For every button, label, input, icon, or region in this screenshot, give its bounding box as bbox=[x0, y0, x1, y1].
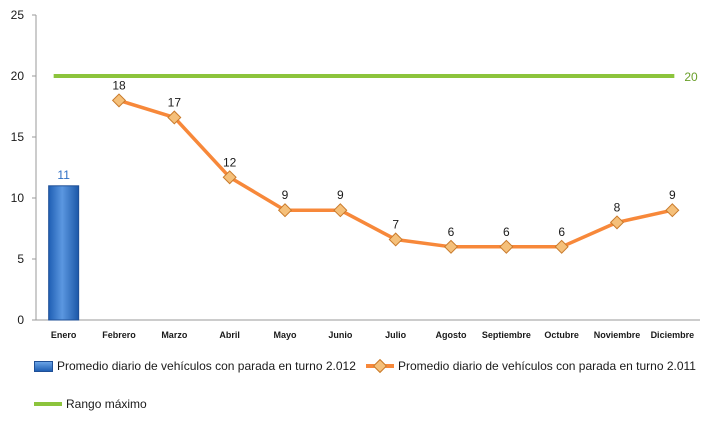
marker-abril bbox=[222, 170, 237, 185]
line-data-label: 6 bbox=[558, 225, 565, 239]
bar-enero bbox=[48, 185, 80, 321]
bar-series bbox=[48, 185, 80, 321]
x-tick-label: Julio bbox=[385, 330, 407, 340]
legend-item-bar-2012: Promedio diario de vehículos con parada … bbox=[34, 359, 356, 373]
line-data-label: 6 bbox=[503, 225, 510, 239]
line-data-label: 9 bbox=[337, 188, 344, 202]
y-tick-label: 10 bbox=[11, 191, 25, 205]
legend-item-max-range: Rango máximo bbox=[34, 397, 147, 411]
marker-noviembre bbox=[609, 215, 625, 230]
line-series bbox=[53, 74, 675, 249]
marker-julio bbox=[388, 232, 403, 247]
x-tick-label: Enero bbox=[51, 330, 77, 340]
data-labels: 11 18 17 12 9 9 7 6 6 6 8 9 20 bbox=[57, 70, 698, 239]
x-tick-label: Septiembre bbox=[482, 330, 531, 340]
legend-swatch-bar-2012 bbox=[34, 360, 53, 372]
x-tick-label: Mayo bbox=[273, 330, 297, 340]
marker-marzo bbox=[167, 110, 182, 125]
x-tick-label: Marzo bbox=[161, 330, 188, 340]
max-range-label: 20 bbox=[684, 70, 698, 84]
bar-data-label: 11 bbox=[57, 168, 70, 182]
legend-swatch-line-2011 bbox=[366, 358, 394, 374]
line-data-label: 7 bbox=[392, 217, 399, 231]
x-tick-label: Abril bbox=[219, 330, 240, 340]
line-markers bbox=[111, 93, 680, 254]
y-axis-ticks: 0 5 10 15 20 25 bbox=[11, 8, 36, 327]
marker-junio bbox=[333, 203, 348, 218]
y-tick-label: 0 bbox=[17, 313, 24, 327]
marker-octubre bbox=[554, 239, 569, 254]
line-data-label: 8 bbox=[614, 200, 621, 214]
legend-swatch-max-range bbox=[34, 402, 62, 406]
marker-agosto bbox=[443, 239, 459, 254]
marker-febrero bbox=[111, 93, 127, 108]
legend-item-line-2011: Promedio diario de vehículos con parada … bbox=[366, 358, 696, 374]
legend-label-bar-2012: Promedio diario de vehículos con parada … bbox=[57, 359, 356, 373]
y-tick-label: 15 bbox=[11, 130, 25, 144]
y-tick-label: 20 bbox=[11, 69, 25, 83]
line-data-label: 6 bbox=[448, 225, 455, 239]
x-tick-label: Febrero bbox=[102, 330, 136, 340]
legend-label-line-2011: Promedio diario de vehículos con parada … bbox=[398, 359, 696, 373]
line-data-label: 12 bbox=[223, 155, 237, 169]
marker-septiembre bbox=[499, 239, 514, 254]
x-tick-label: Junio bbox=[328, 330, 353, 340]
x-tick-label: Noviembre bbox=[594, 330, 641, 340]
x-tick-label: Octubre bbox=[544, 330, 579, 340]
y-tick-label: 5 bbox=[17, 252, 24, 266]
line-data-label: 17 bbox=[168, 95, 182, 109]
marker-diciembre bbox=[665, 203, 680, 218]
x-tick-label: Agosto bbox=[436, 330, 467, 340]
y-tick-label: 25 bbox=[11, 8, 25, 22]
legend-label-max-range: Rango máximo bbox=[66, 397, 147, 411]
x-tick-label: Diciembre bbox=[651, 330, 695, 340]
line-data-label: 9 bbox=[669, 188, 676, 202]
x-axis-category-labels: Enero Febrero Marzo Abril Mayo Junio Julio Agos… bbox=[51, 330, 694, 340]
line-data-label: 9 bbox=[282, 188, 289, 202]
line-data-label: 18 bbox=[112, 78, 126, 92]
marker-mayo bbox=[277, 203, 293, 218]
